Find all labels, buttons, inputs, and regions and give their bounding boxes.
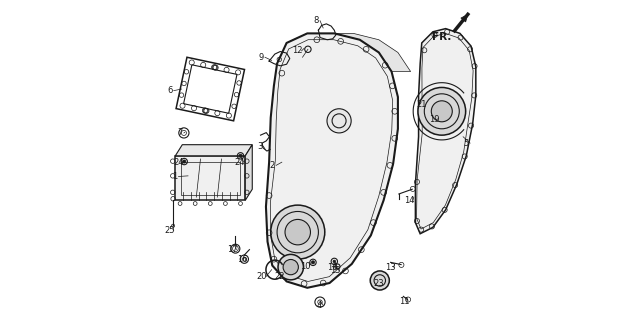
Text: 24: 24 xyxy=(173,158,184,167)
Text: 8: 8 xyxy=(314,16,319,25)
Text: 4: 4 xyxy=(317,301,322,310)
Text: 16: 16 xyxy=(237,255,248,264)
Polygon shape xyxy=(175,145,252,156)
Text: 7: 7 xyxy=(177,128,183,137)
Circle shape xyxy=(418,87,466,135)
Circle shape xyxy=(285,219,310,245)
Text: 12: 12 xyxy=(292,46,303,55)
Text: 17: 17 xyxy=(227,245,238,254)
Text: 6: 6 xyxy=(167,86,173,95)
Text: 5: 5 xyxy=(463,139,469,148)
Text: 21: 21 xyxy=(417,100,427,109)
Polygon shape xyxy=(245,145,252,200)
Text: 18: 18 xyxy=(328,263,338,272)
Polygon shape xyxy=(175,156,245,200)
Text: 19: 19 xyxy=(429,115,440,124)
Text: 15: 15 xyxy=(330,266,340,275)
Polygon shape xyxy=(277,33,411,72)
Polygon shape xyxy=(415,29,476,234)
Polygon shape xyxy=(461,14,468,22)
Circle shape xyxy=(283,259,298,275)
Circle shape xyxy=(327,109,351,133)
Text: 20: 20 xyxy=(257,272,268,281)
Text: 25: 25 xyxy=(164,226,175,235)
Text: FR.: FR. xyxy=(432,32,451,42)
Text: 2: 2 xyxy=(269,161,275,170)
Text: 22: 22 xyxy=(274,272,285,281)
Text: 1: 1 xyxy=(172,172,177,181)
Circle shape xyxy=(239,154,242,157)
Text: 23: 23 xyxy=(374,279,384,288)
Circle shape xyxy=(371,271,389,290)
Text: 9: 9 xyxy=(259,53,264,62)
Text: 14: 14 xyxy=(404,196,414,205)
Text: 11: 11 xyxy=(399,297,410,306)
Text: 24: 24 xyxy=(235,158,245,167)
Circle shape xyxy=(431,101,452,122)
Polygon shape xyxy=(266,33,398,288)
Circle shape xyxy=(182,160,186,163)
Circle shape xyxy=(271,205,324,259)
Text: 3: 3 xyxy=(257,142,262,151)
Text: 13: 13 xyxy=(385,263,396,272)
Circle shape xyxy=(278,254,303,280)
Circle shape xyxy=(333,260,335,263)
Circle shape xyxy=(312,261,315,264)
Text: 10: 10 xyxy=(300,262,311,271)
